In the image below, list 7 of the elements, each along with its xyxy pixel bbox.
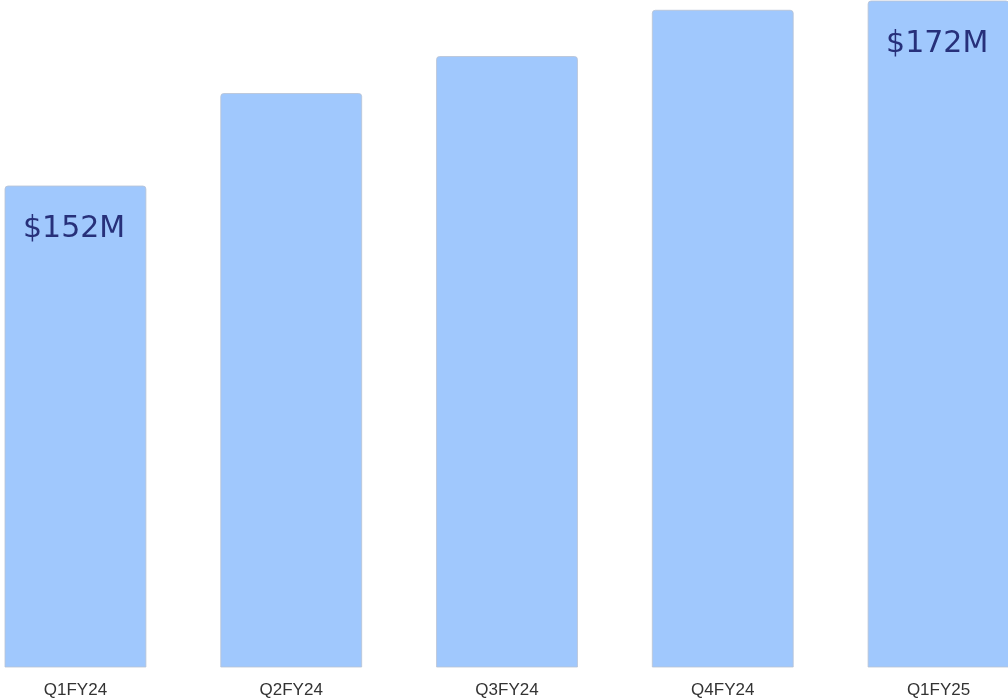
x-tick-label: Q1FY24 [43,680,108,699]
x-tick-label: Q2FY24 [259,680,323,699]
x-tick-label: Q3FY24 [475,680,539,699]
x-tick-label: Q1FY25 [906,680,971,699]
data-label: $152M [23,209,126,244]
x-tick-label: Q4FY24 [691,680,755,699]
data-label: $172M [886,24,989,59]
